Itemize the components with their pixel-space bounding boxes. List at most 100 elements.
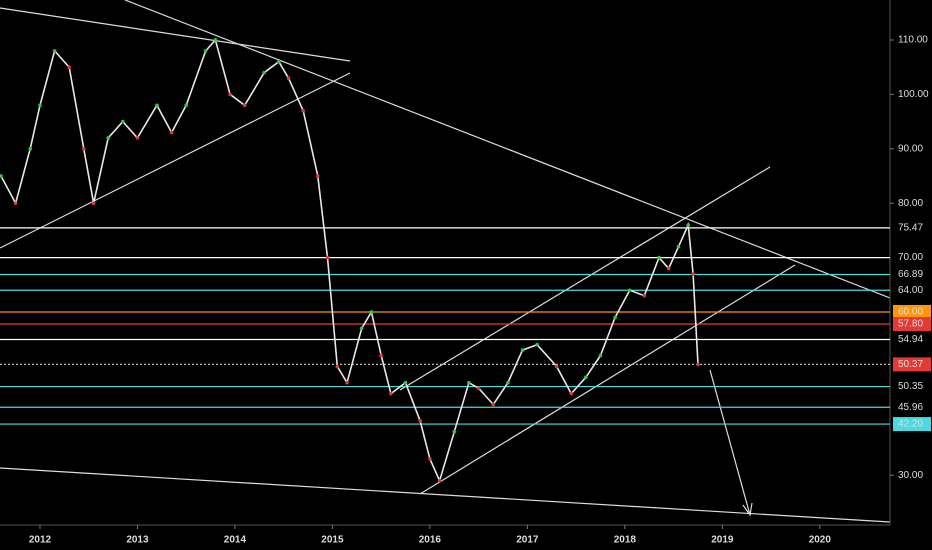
price-point (286, 76, 291, 80)
price-point (67, 65, 72, 69)
trendlines (0, 0, 891, 523)
price-point (691, 272, 695, 276)
price-point (52, 49, 57, 53)
x-tick-label: 2014 (224, 535, 247, 546)
level-label-box (893, 357, 931, 372)
x-tick-label: 2019 (711, 535, 734, 546)
price-point (452, 429, 457, 434)
price-point (369, 310, 374, 314)
level-label: 75.47 (898, 222, 923, 233)
price-point (627, 288, 632, 293)
trendline (419, 264, 796, 495)
level-label-box (893, 417, 931, 432)
level-label-box (893, 220, 931, 235)
price-point (584, 375, 588, 380)
price-line (0, 38, 699, 483)
price-point (642, 293, 647, 298)
price-point (276, 59, 281, 64)
trendline (399, 166, 771, 391)
level-label-box (893, 305, 931, 320)
price-point (13, 201, 18, 205)
x-tick-label: 2017 (516, 535, 539, 546)
level-label-box (893, 316, 931, 331)
price-point (476, 386, 481, 390)
price-point (242, 103, 247, 108)
price-point (121, 119, 125, 124)
price-point (686, 223, 691, 227)
arrow-head (742, 502, 753, 517)
price-point (345, 380, 349, 385)
price-point (403, 380, 408, 385)
y-tick-label: 80.00 (898, 198, 923, 209)
price-point (379, 353, 383, 358)
price-point (437, 478, 442, 483)
level-label: 50.35 (898, 381, 923, 392)
price-point (389, 391, 393, 396)
price-point (335, 364, 340, 369)
price-point (228, 92, 232, 97)
price-point (491, 402, 496, 407)
x-tick-label: 2015 (321, 535, 344, 546)
trendline (0, 467, 891, 523)
level-label-box (893, 379, 931, 394)
price-point (696, 362, 700, 367)
price-point (569, 391, 574, 396)
price-point (666, 266, 671, 271)
level-label-box (893, 400, 931, 415)
price-point (554, 364, 559, 369)
price-point (428, 457, 432, 461)
price-point (91, 201, 96, 205)
level-label: 70.00 (898, 252, 923, 263)
x-tick-label: 2012 (29, 535, 52, 546)
level-label-box (893, 250, 931, 265)
price-point (203, 49, 208, 53)
price-point (520, 348, 525, 352)
level-label: 60.00 (898, 307, 923, 318)
y-tick-label: 100.00 (898, 89, 929, 100)
level-label: 45.96 (898, 402, 923, 413)
trendline (124, 0, 891, 299)
level-label: 64.00 (898, 285, 923, 296)
level-label-box (893, 332, 931, 347)
level-label: 42.20 (898, 419, 923, 430)
level-label-box (893, 267, 931, 282)
level-label-box (893, 283, 931, 298)
price-point (315, 174, 320, 178)
trendline (0, 7, 351, 62)
x-tick-label: 2020 (809, 535, 832, 546)
price-point (418, 419, 422, 423)
level-label: 54.94 (898, 334, 923, 345)
price-point (262, 70, 266, 75)
price-point (676, 244, 681, 249)
price-point (28, 146, 33, 151)
price-point (38, 103, 42, 108)
price-point (613, 315, 617, 320)
level-label: 57.80 (898, 319, 923, 330)
price-point (535, 342, 539, 347)
price-point (169, 130, 174, 135)
trendline (0, 72, 351, 249)
price-point (301, 108, 305, 113)
price-point (657, 255, 661, 260)
x-tick-label: 2013 (126, 535, 149, 546)
price-point (106, 136, 111, 140)
y-tick-label: 90.00 (898, 143, 923, 154)
level-label: 66.89 (898, 269, 923, 280)
price-point (598, 353, 603, 358)
price-point (325, 255, 330, 260)
price-point (467, 380, 471, 385)
x-tick-label: 2016 (419, 535, 442, 546)
price-point (506, 380, 510, 385)
y-tick-label: 30.00 (898, 470, 923, 481)
price-point (0, 174, 3, 178)
y-tick-label: 110.00 (898, 35, 928, 46)
level-label: 50.37 (898, 359, 923, 370)
projection-arrow (709, 369, 751, 516)
price-point (82, 146, 86, 151)
price-point (184, 103, 188, 108)
price-point (135, 136, 140, 140)
price-point (359, 326, 364, 331)
price-point (155, 103, 159, 108)
